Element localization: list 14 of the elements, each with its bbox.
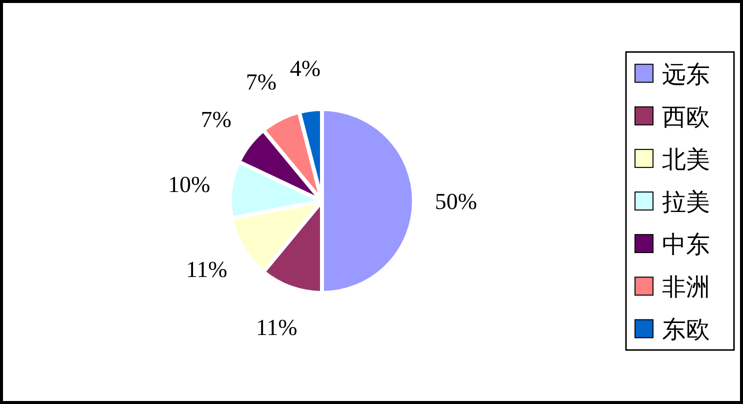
legend-label: 西欧 [662,102,710,131]
data-label: 7% [246,70,276,95]
data-label: 50% [434,189,478,214]
legend-label: 拉美 [662,188,710,216]
legend-label: 中东 [662,230,710,259]
legend-label: 北美 [662,145,710,174]
data-label: 10% [168,172,210,198]
data-label: 11% [186,257,228,282]
legend-label: 非洲 [662,273,710,302]
data-label: 11% [256,315,298,340]
legend-label: 东欧 [662,316,710,344]
legend-label: 远东 [662,60,710,88]
data-label: 7% [200,106,232,132]
data-label: 4% [290,56,321,82]
